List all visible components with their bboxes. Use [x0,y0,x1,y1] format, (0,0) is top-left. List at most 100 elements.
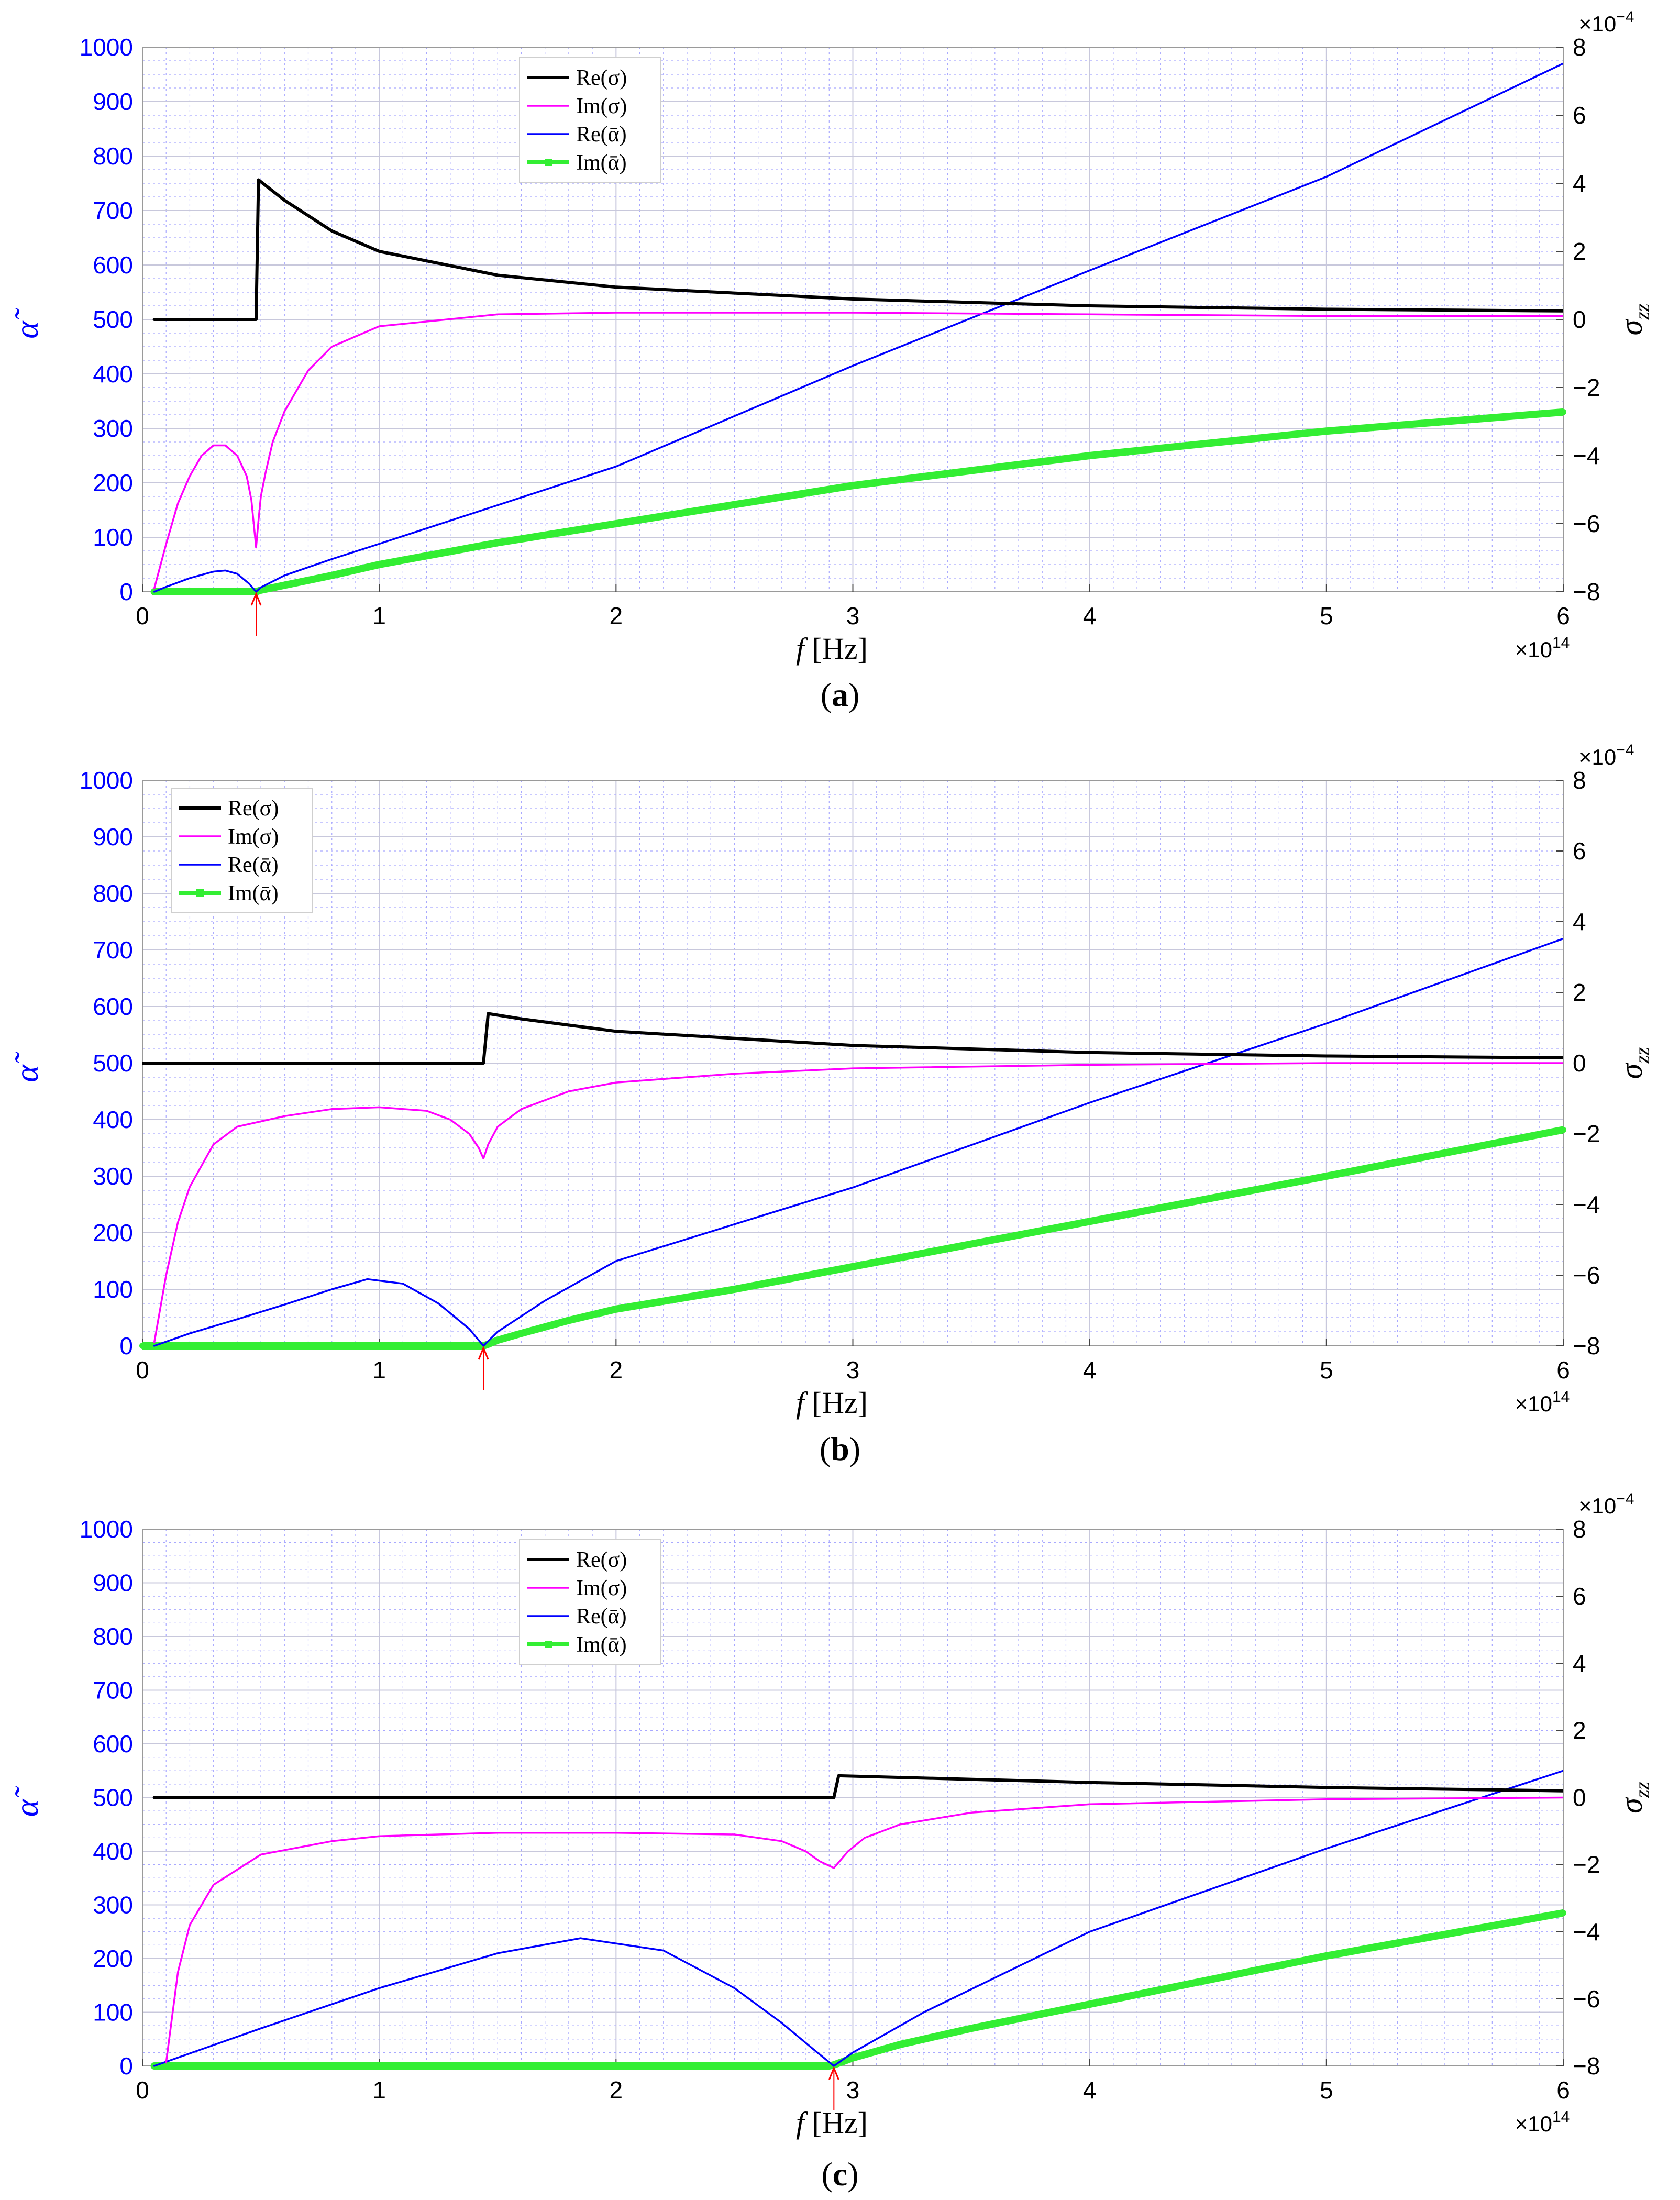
x-tick-label: 2 [610,2076,623,2104]
y-right-tick-label: 6 [1573,1583,1586,1610]
y-left-tick-label: 300 [93,1892,133,1919]
x-tick-label: 5 [1320,2076,1333,2104]
y-left-tick-label: 1000 [80,767,133,794]
x-tick-label: 2 [610,1356,623,1384]
y-left-tick-label: 600 [93,1730,133,1757]
y-left-tick-label: 400 [93,360,133,388]
series-im-alpha-point [1323,428,1330,435]
series-re-sigma-line [152,1774,1563,1799]
series-im-alpha-point [1560,408,1566,415]
y-right-tick-label: −4 [1573,442,1600,469]
x-tick-label: 6 [1556,602,1570,629]
series-im-alpha-point [518,1330,525,1337]
y-right-tick-label: −6 [1573,1985,1600,2013]
y-left-tick-label: 700 [93,197,133,224]
y-left-axis-label: α̃ [8,1786,45,1817]
y-left-tick-label: 0 [119,2052,133,2080]
y-right-tick-label: 0 [1573,1049,1586,1077]
series-im-sigma-line [165,1796,1563,2064]
grid-a [142,47,1564,592]
caption-b: (b) [819,1430,861,1467]
y-left-tick-label: 100 [93,524,133,551]
x-multiplier: ×1014 [1515,2108,1570,2136]
chart-panel-c: 0 1 2 3 4 5 6 0 100 200 300 400 500 600 700 800 900 1000 −… [8,1490,1654,2140]
x-tick-label: 3 [846,602,860,629]
series-im-alpha-point [494,539,501,546]
y-right-tick-label: −8 [1573,1332,1600,1359]
series-im-alpha-point [1086,1218,1093,1225]
legend-label-re-sigma: Re(σ) [576,66,627,90]
x-tick-label: 1 [372,1356,386,1384]
series-re-alpha-line [153,937,1563,1347]
y-left-tick-label: 900 [93,823,133,850]
legend-label-re-alpha: Re(ᾱ) [576,1605,627,1629]
series-im-alpha-point [731,1286,738,1292]
x-tick-label: 1 [372,602,386,629]
y-left-tick-label: 500 [93,306,133,333]
x-tick-label: 4 [1083,2076,1097,2104]
series-im-alpha-point [849,482,856,489]
legend-label-re-sigma: Re(σ) [576,1548,627,1572]
y-right-tick-label: −6 [1573,510,1600,537]
legend-marker-im-alpha [545,159,552,166]
legend-label-im-alpha: Im(ᾱ) [576,1633,627,1657]
caption-c-label: c [832,2155,848,2193]
threshold-arrowhead [828,2066,839,2080]
y-left-tick-label: 300 [93,415,133,442]
series-im-alpha-point [849,2054,856,2061]
y-right-tick-label: 2 [1573,238,1586,265]
y-left-tick-label: 200 [93,1219,133,1246]
y-left-tick-label: 900 [93,88,133,115]
y-right-tick-label: 0 [1573,306,1586,333]
y-right-tick-label: −8 [1573,578,1600,605]
y-left-tick-label: 1000 [80,1516,133,1543]
chart-panel-b: 0 1 2 3 4 5 6 0 100 200 300 400 500 600 700 800 900 1000 −… [8,742,1654,1420]
y-left-tick-label: 400 [93,1838,133,1865]
y-right-tick-label: 2 [1573,1717,1586,1744]
y-left-tick-label: 800 [93,880,133,907]
series-im-alpha-point [1323,1952,1330,1959]
x-tick-label: 0 [136,2076,149,2104]
y-right-multiplier: ×10−4 [1579,742,1634,769]
y-left-tick-label: 100 [93,1999,133,2026]
y-right-tick-label: 6 [1573,837,1586,865]
series-im-alpha-point [494,1337,501,1344]
threshold-arrowhead [250,592,262,606]
y-left-tick-label: 1000 [80,34,133,61]
grid-b [142,780,1564,1346]
y-left-tick-label: 800 [93,1623,133,1650]
series-im-alpha-line [150,408,1563,595]
legend-label-im-sigma: Im(σ) [228,825,279,849]
y-left-tick-label: 0 [119,578,133,605]
caption-c: (c) [821,2155,859,2193]
legend-label-re-alpha: Re(ᾱ) [576,123,627,147]
series-im-alpha-point [565,1317,572,1324]
y-right-tick-label: −4 [1573,1191,1600,1218]
series-im-alpha-point [281,582,288,589]
legend-label-re-sigma: Re(σ) [228,797,279,821]
legend-c: Re(σ) Im(σ) Re(ᾱ) Im(ᾱ) [519,1539,661,1665]
series-im-sigma-line [153,312,1563,590]
x-multiplier: ×1014 [1515,634,1570,662]
x-axis-label: f [Hz] [796,2106,868,2140]
legend-label-im-sigma: Im(σ) [576,1576,627,1600]
legend-b: Re(σ) Im(σ) Re(ᾱ) Im(ᾱ) [171,788,313,913]
series-im-alpha-point [1560,1126,1566,1133]
x-tick-label: 1 [372,2076,386,2104]
series-im-alpha-point [139,1343,146,1349]
series-im-sigma-line [153,1062,1563,1344]
y-right-multiplier: ×10−4 [1579,8,1634,36]
y-left-tick-label: 200 [93,469,133,496]
x-tick-label: 5 [1320,1356,1333,1384]
y-right-axis-label: σzz [1614,1047,1654,1079]
series-im-alpha-point [376,561,383,568]
y-right-tick-label: −2 [1573,374,1600,401]
series-im-alpha-point [1323,1173,1330,1179]
y-left-tick-label: 700 [93,936,133,964]
legend-label-re-alpha: Re(ᾱ) [228,853,279,877]
series-im-alpha-line [150,1909,1563,2070]
y-left-tick-label: 600 [93,993,133,1020]
series-im-alpha-point [1086,2001,1093,2008]
legend-label-im-alpha: Im(ᾱ) [228,881,279,905]
